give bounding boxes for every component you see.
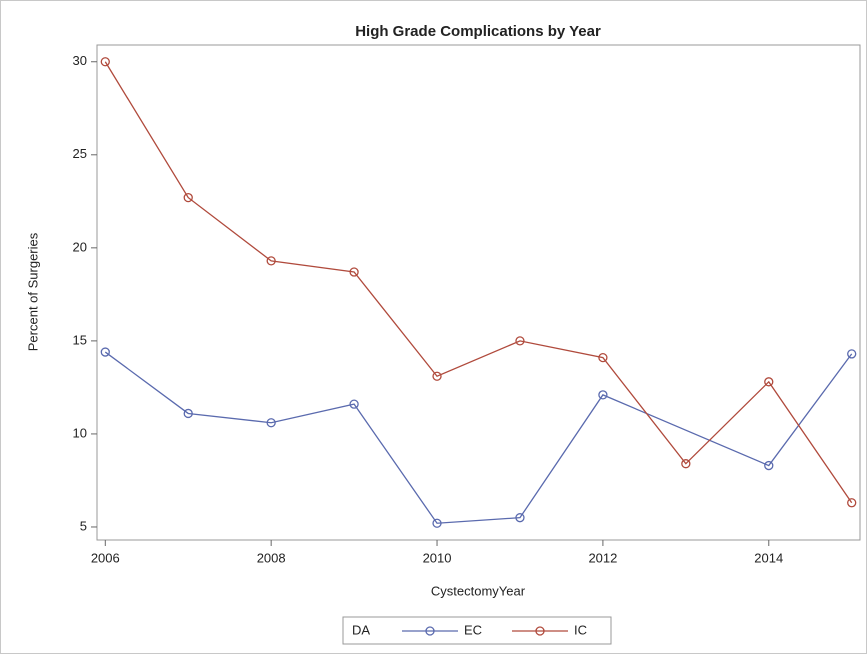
point [764,377,774,387]
y-tick-label: 5 [80,518,87,533]
x-tick-label: 2008 [257,550,286,565]
point [764,460,774,471]
chart-title: High Grade Complications by Year [355,23,601,40]
plot-frame [96,44,861,541]
legend-title: DA [352,622,370,637]
y-tick-label: 20 [73,239,87,254]
series-line [104,61,853,504]
point [266,418,276,428]
point [432,518,442,528]
x-tick-label: 2010 [423,550,452,565]
x-axis-label: CystectomyYear [431,583,526,598]
y-tick-label: 10 [73,425,87,440]
point [349,399,359,409]
point [847,349,857,359]
x-tick-label: 2006 [91,550,120,565]
point [598,352,608,363]
y-axis-label: Percent of Surgeries [25,232,40,351]
legend-label: EC [464,622,482,637]
legend-label: IC [574,622,587,637]
point [100,57,110,67]
point [183,408,193,419]
point [847,498,857,508]
point [100,347,110,357]
y-tick-label: 30 [73,53,87,68]
point [515,513,525,523]
legend-marker [425,626,435,636]
series-line [104,351,853,524]
x-tick-label: 2014 [754,550,783,565]
point [598,390,608,400]
legend-marker [535,626,545,636]
point [349,267,359,277]
point [515,336,525,346]
point [432,371,442,381]
point [266,256,276,266]
y-tick-label: 15 [73,332,87,347]
point [183,192,193,203]
x-tick-label: 2012 [588,550,617,565]
y-tick-label: 25 [73,146,87,161]
point [681,459,691,469]
